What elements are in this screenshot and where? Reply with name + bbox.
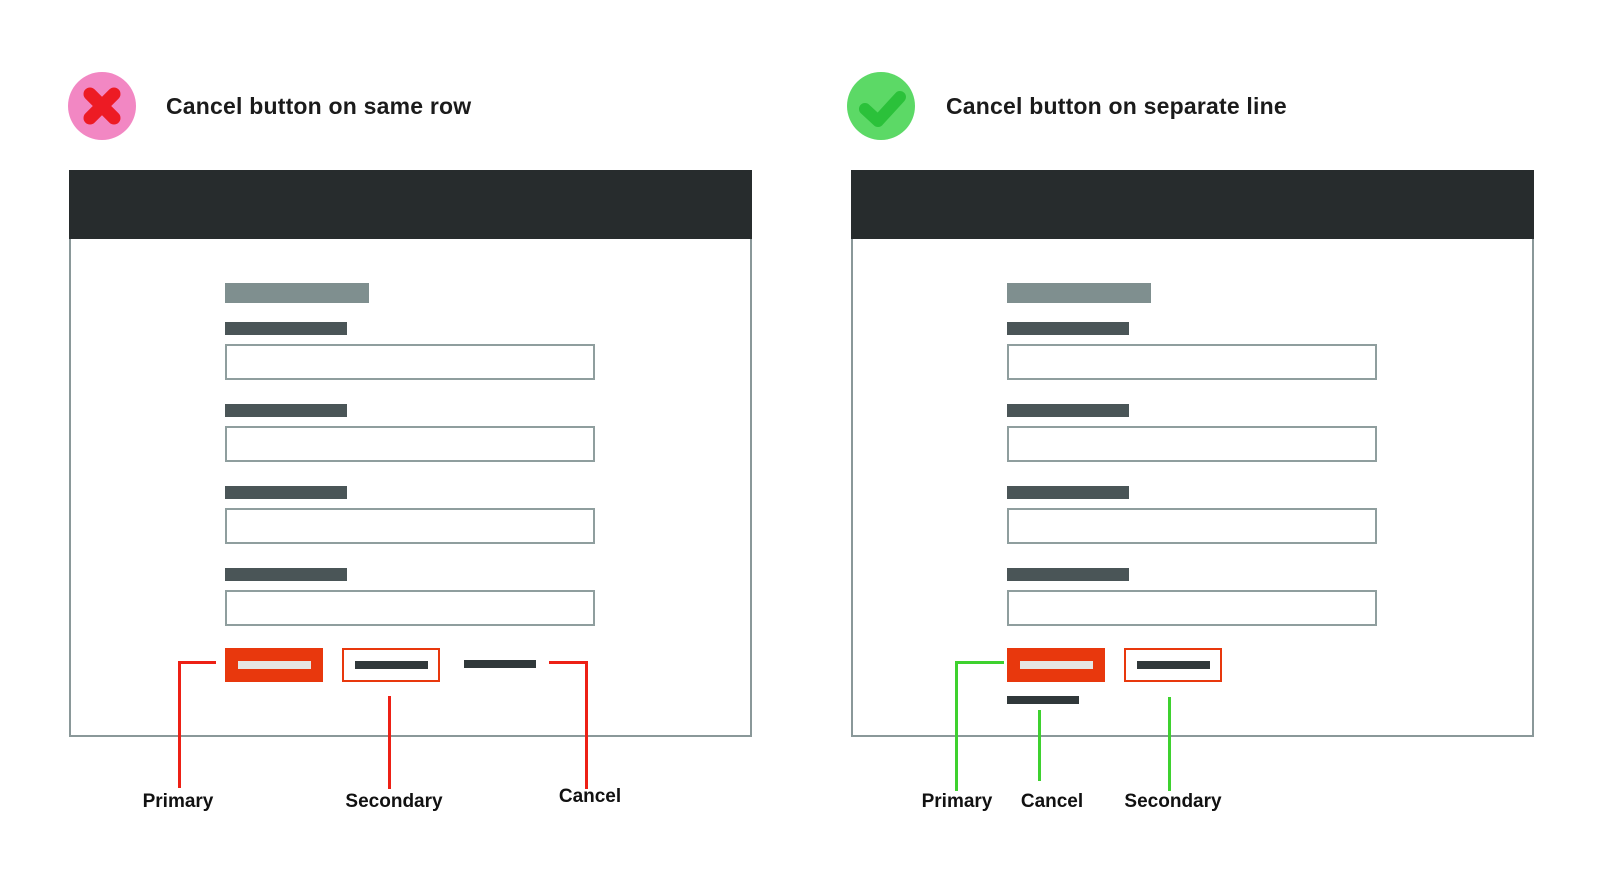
primary-button[interactable] (1007, 648, 1105, 682)
good-example-heading: Cancel button on separate line (946, 93, 1287, 119)
field-label-placeholder (1007, 486, 1129, 499)
text-input-placeholder[interactable] (1007, 426, 1377, 462)
text-input-placeholder[interactable] (1007, 344, 1377, 380)
primary-callout-line (955, 661, 1004, 664)
bad-form-window (69, 170, 752, 737)
text-input-placeholder[interactable] (1007, 508, 1377, 544)
field-label-placeholder (1007, 322, 1129, 335)
primary-annotation-label: Primary (921, 791, 993, 812)
field-label-placeholder (225, 486, 347, 499)
primary-callout-line (178, 661, 181, 788)
button-text-placeholder (237, 661, 311, 669)
field-label-placeholder (1007, 404, 1129, 417)
cancel-annotation-label: Cancel (1020, 791, 1084, 812)
cancel-button[interactable] (1007, 696, 1079, 704)
secondary-button[interactable] (342, 648, 440, 682)
window-titlebar (69, 170, 752, 239)
cancel-annotation-label: Cancel (558, 786, 622, 807)
button-text-placeholder (354, 661, 428, 669)
cross-icon-glyph (83, 87, 121, 125)
primary-callout-line (955, 661, 958, 791)
secondary-annotation-label: Secondary (1124, 791, 1222, 812)
cancel-callout-line (549, 661, 588, 664)
button-text-placeholder (1019, 661, 1093, 669)
check-icon-glyph (859, 91, 906, 127)
primary-callout-line (178, 661, 216, 664)
secondary-callout-line (388, 696, 391, 789)
text-input-placeholder[interactable] (1007, 590, 1377, 626)
text-input-placeholder[interactable] (225, 344, 595, 380)
button-text-placeholder (1136, 661, 1210, 669)
field-label-placeholder (1007, 568, 1129, 581)
field-label-placeholder (225, 404, 347, 417)
text-input-placeholder[interactable] (225, 426, 595, 462)
secondary-button[interactable] (1124, 648, 1222, 682)
cancel-button[interactable] (464, 660, 536, 668)
form-title-placeholder (1007, 283, 1151, 303)
cross-icon (68, 72, 136, 140)
primary-button[interactable] (225, 648, 323, 682)
secondary-callout-line (1168, 697, 1171, 791)
secondary-annotation-label: Secondary (345, 791, 443, 812)
good-form-window (851, 170, 1534, 737)
bad-example-heading: Cancel button on same row (166, 93, 472, 119)
field-label-placeholder (225, 568, 347, 581)
form-title-placeholder (225, 283, 369, 303)
text-input-placeholder[interactable] (225, 590, 595, 626)
text-input-placeholder[interactable] (225, 508, 595, 544)
primary-annotation-label: Primary (142, 791, 214, 812)
cancel-callout-line (585, 661, 588, 789)
window-titlebar (851, 170, 1534, 239)
cancel-callout-line (1038, 710, 1041, 781)
field-label-placeholder (225, 322, 347, 335)
check-icon (847, 72, 915, 140)
